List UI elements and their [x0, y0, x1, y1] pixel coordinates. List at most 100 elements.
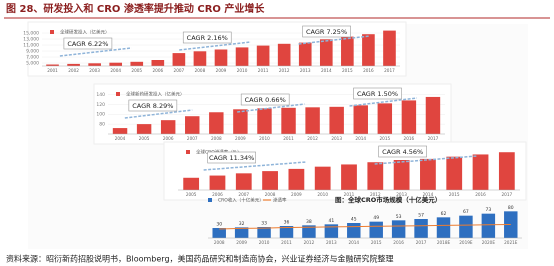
- x-tick-label: 2010: [237, 68, 248, 73]
- legend-swatch: [50, 30, 54, 34]
- x-tick-label: 2007: [174, 68, 185, 73]
- bar: [257, 227, 271, 238]
- legend-swatch: [186, 150, 190, 154]
- legend-label: 全球研发投入（亿美元）: [60, 29, 110, 36]
- x-tick-label: 2005: [131, 68, 142, 73]
- x-tick-label: 2009: [236, 240, 247, 245]
- x-tick-label: 2013: [396, 192, 407, 197]
- x-tick-label: 2017: [502, 192, 513, 197]
- bar: [279, 226, 294, 238]
- bar: [262, 171, 278, 190]
- bar: [436, 217, 451, 238]
- annotation-box: [182, 31, 232, 44]
- x-tick-label: 2016: [475, 192, 486, 197]
- x-tick-label: 2010: [259, 136, 270, 141]
- bar: [329, 106, 344, 134]
- bar: [136, 124, 152, 134]
- line-series: [219, 224, 511, 230]
- bar: [414, 219, 428, 238]
- annotation: CAGR 1.50%: [357, 90, 398, 98]
- data-label: 36: [284, 220, 290, 226]
- annotation: CAGR 4.56%: [382, 148, 423, 156]
- y-tick-label: 120: [96, 102, 105, 108]
- bar: [183, 177, 200, 190]
- y-tick-label: 15,000: [23, 31, 39, 37]
- x-tick-label: 2011: [344, 192, 355, 197]
- bar: [112, 128, 128, 134]
- x-tick-label: 2012: [279, 68, 290, 73]
- y-tick-label: 11,000: [23, 43, 39, 49]
- y-tick-label: 100: [96, 112, 105, 118]
- figure-title: 图 28、研发投入和 CRO 渗透率提升推动 CRO 产业增长: [6, 2, 265, 15]
- bar: [185, 116, 200, 134]
- bar: [481, 213, 496, 238]
- data-label: 30: [216, 222, 222, 228]
- x-tick-label: 2016: [363, 68, 374, 73]
- bar: [446, 156, 463, 190]
- bar: [353, 105, 368, 134]
- bar: [401, 100, 417, 134]
- x-tick-label: 2011: [281, 240, 292, 245]
- bar: [256, 45, 270, 66]
- x-tick-label: 2012: [304, 240, 315, 245]
- bar: [347, 223, 361, 238]
- x-tick-label: 2009: [235, 136, 246, 141]
- y-tick-label: 9,000: [26, 49, 39, 55]
- x-tick-label: 2018E: [437, 240, 451, 245]
- annotation-box: [240, 93, 290, 106]
- bar: [277, 43, 291, 66]
- bar: [257, 108, 272, 134]
- bar: [172, 53, 186, 66]
- source-note: 资料来源：昭衍新药招股说明书，Bloomberg，美国药品研究和制造商协会，兴业…: [6, 254, 394, 264]
- bar: [151, 60, 165, 66]
- x-tick-label: 2010: [317, 192, 328, 197]
- bar: [305, 107, 320, 134]
- annotation: CAGR 7.25%: [306, 28, 347, 36]
- bar: [383, 30, 396, 67]
- data-label: 33: [261, 221, 267, 227]
- legend-swatch: [116, 92, 120, 96]
- trend-arrow: [124, 109, 193, 119]
- data-label: 57: [418, 213, 424, 219]
- x-tick-label: 2017: [384, 68, 395, 73]
- x-tick-label: 2005: [139, 136, 150, 141]
- bar: [367, 162, 384, 190]
- bar: [420, 158, 436, 190]
- bar: [234, 227, 249, 238]
- annotation: CAGR 0.66%: [245, 96, 286, 104]
- bar: [235, 173, 252, 190]
- annotation-box: [128, 99, 178, 112]
- bar: [130, 61, 144, 66]
- chart-title: 图：全球CRO市场规模（十亿美元）: [335, 195, 441, 204]
- bar: [281, 107, 296, 134]
- annotation-box: [63, 37, 113, 50]
- bar: [498, 152, 515, 190]
- x-tick-label: 2012: [307, 136, 318, 141]
- bar: [341, 36, 354, 66]
- x-tick-label: 2011: [283, 136, 294, 141]
- data-label: 80: [508, 205, 514, 211]
- x-tick-label: 2006: [163, 136, 174, 141]
- x-tick-label: 2017: [416, 240, 427, 245]
- bar: [46, 64, 59, 66]
- data-label: 45: [351, 217, 357, 223]
- x-tick-label: 2013: [331, 136, 342, 141]
- x-tick-label: 2005: [186, 192, 197, 197]
- y-tick-label: 7,000: [26, 55, 39, 61]
- annotation-box: [353, 87, 402, 100]
- trend-arrow: [298, 35, 371, 45]
- bar: [67, 63, 80, 66]
- bar: [425, 96, 441, 134]
- x-tick-label: 2015: [449, 192, 460, 197]
- x-tick-label: 2013: [326, 240, 337, 245]
- x-tick-label: 2014: [321, 68, 332, 73]
- x-tick-label: 2002: [68, 68, 79, 73]
- bar: [391, 220, 406, 238]
- x-tick-label: 2015: [342, 68, 353, 73]
- x-tick-label: 2019E: [459, 240, 473, 245]
- x-tick-label: 2014: [423, 192, 434, 197]
- bar: [459, 215, 473, 238]
- bar: [88, 63, 101, 66]
- data-label: 53: [396, 214, 402, 220]
- annotation-box: [378, 145, 427, 158]
